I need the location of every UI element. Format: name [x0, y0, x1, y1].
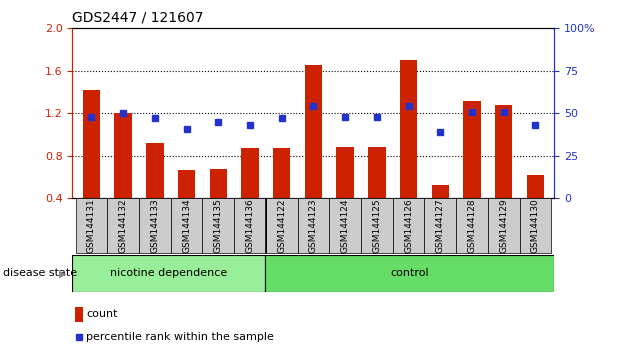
Bar: [400, 60, 417, 198]
Text: GSM144133: GSM144133: [151, 198, 159, 253]
Text: GSM144126: GSM144126: [404, 198, 413, 253]
Bar: [72, 255, 265, 292]
Text: GSM144124: GSM144124: [341, 199, 350, 253]
Bar: [488, 198, 520, 253]
Bar: [241, 148, 259, 198]
Text: GSM144123: GSM144123: [309, 198, 318, 253]
Text: GSM144131: GSM144131: [87, 198, 96, 253]
Bar: [178, 170, 195, 198]
Text: GSM144122: GSM144122: [277, 199, 286, 253]
Text: GSM144132: GSM144132: [118, 198, 128, 253]
Bar: [210, 169, 227, 198]
Bar: [456, 198, 488, 253]
Text: ▶: ▶: [59, 268, 66, 279]
Bar: [329, 198, 361, 253]
Bar: [234, 198, 266, 253]
Bar: [425, 198, 456, 253]
Text: count: count: [86, 309, 118, 319]
Bar: [202, 198, 234, 253]
Bar: [115, 113, 132, 198]
Bar: [83, 90, 100, 198]
Bar: [139, 198, 171, 253]
Bar: [527, 175, 544, 198]
Text: GSM144135: GSM144135: [214, 198, 223, 253]
Text: GSM144134: GSM144134: [182, 198, 191, 253]
Text: percentile rank within the sample: percentile rank within the sample: [86, 332, 274, 342]
Bar: [265, 255, 554, 292]
Bar: [76, 198, 107, 253]
Bar: [107, 198, 139, 253]
Text: GSM144128: GSM144128: [467, 198, 476, 253]
Bar: [305, 65, 322, 198]
Text: GSM144130: GSM144130: [531, 198, 540, 253]
Text: GSM144129: GSM144129: [499, 198, 508, 253]
Bar: [336, 147, 354, 198]
Bar: [146, 143, 164, 198]
Text: GDS2447 / 121607: GDS2447 / 121607: [72, 11, 204, 25]
Text: control: control: [391, 268, 429, 279]
Bar: [297, 198, 329, 253]
Bar: [266, 198, 297, 253]
Bar: [368, 147, 386, 198]
Bar: [273, 148, 290, 198]
Bar: [76, 307, 83, 321]
Text: GSM144136: GSM144136: [246, 198, 255, 253]
Bar: [520, 198, 551, 253]
Text: nicotine dependence: nicotine dependence: [110, 268, 227, 279]
Bar: [463, 101, 481, 198]
Bar: [171, 198, 202, 253]
Bar: [432, 185, 449, 198]
Text: GSM144127: GSM144127: [436, 198, 445, 253]
Bar: [361, 198, 392, 253]
Text: disease state: disease state: [3, 268, 77, 279]
Bar: [392, 198, 425, 253]
Text: GSM144125: GSM144125: [372, 198, 381, 253]
Bar: [495, 105, 512, 198]
